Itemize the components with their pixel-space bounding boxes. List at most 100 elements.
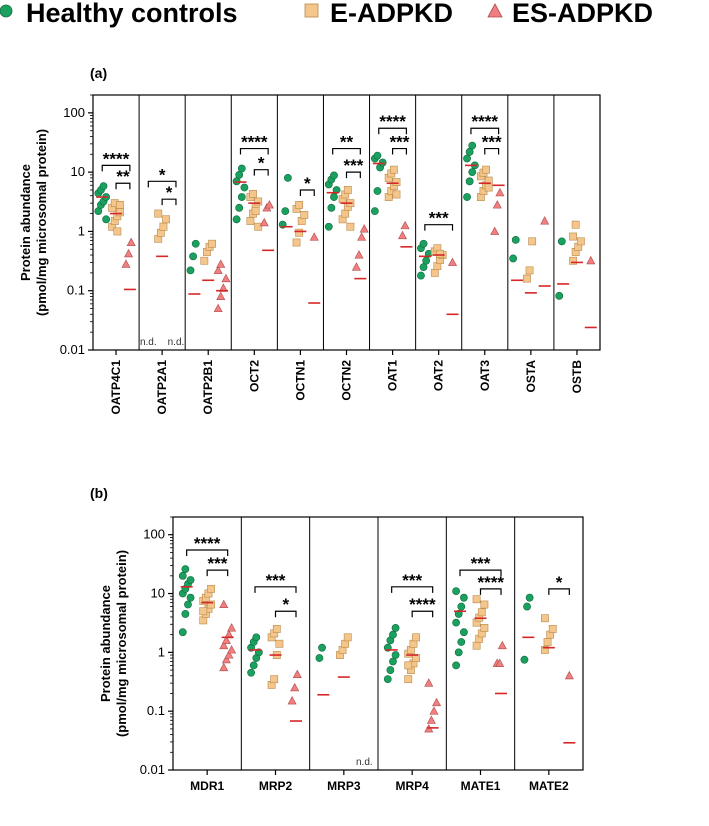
significance-label: * [282, 595, 289, 614]
e-adpkd-point [207, 584, 215, 593]
e-adpkd-point [409, 639, 418, 648]
healthy-point [419, 239, 428, 248]
healthy-point [237, 164, 246, 173]
not-detected-label: n.d. [356, 757, 373, 768]
legend-e-adpkd-marker [304, 3, 319, 18]
healthy-point [324, 222, 333, 231]
e-adpkd-point [392, 190, 401, 199]
e-adpkd-point [162, 215, 170, 224]
significance-label: *** [343, 156, 363, 175]
es-adpkd-point [448, 257, 458, 266]
healthy-point [252, 633, 261, 642]
e-adpkd-point [346, 222, 355, 231]
e-adpkd-point [295, 228, 304, 237]
significance-label: **** [478, 573, 505, 592]
es-adpkd-point [426, 715, 436, 724]
panel-b: 0.01 0.1 1 10 100 Protein abundance(pmol/mg m… [98, 516, 584, 793]
healthy-point [383, 675, 392, 684]
panel-a: 0.01 0.1 1 10 100 Protein abundance(pmol/mg m… [18, 94, 601, 415]
e-adpkd-point [569, 256, 577, 265]
x-tick-label: MDR1 [190, 779, 224, 793]
e-adpkd-point [254, 222, 263, 231]
e-adpkd-point [480, 624, 489, 632]
y-tick-label: 0.01 [60, 342, 85, 357]
es-adpkd-point [497, 640, 507, 650]
es-adpkd-point [359, 224, 369, 233]
significance-bracket [548, 588, 570, 595]
es-adpkd-point [219, 599, 229, 609]
healthy-point [457, 602, 466, 611]
significance-bracket [411, 610, 434, 618]
significance-label: *** [266, 571, 286, 590]
es-adpkd-point [432, 697, 442, 707]
x-tick-label: OSTA [524, 360, 538, 393]
es-adpkd-point [124, 248, 134, 258]
legend-es-adpkd-label: ES-ADPKD [512, 0, 653, 28]
significance-bracket [253, 169, 269, 176]
significance-bracket [345, 171, 361, 179]
e-adpkd-point [541, 646, 549, 654]
significance-bracket [484, 147, 500, 155]
e-adpkd-point [576, 237, 585, 246]
healthy-point [422, 256, 431, 265]
es-adpkd-point [357, 232, 367, 241]
es-adpkd-point [495, 187, 505, 197]
es-adpkd-point [224, 650, 234, 659]
significance-label: *** [482, 133, 502, 152]
es-adpkd-point [564, 670, 574, 680]
x-tick-label: OSTB [570, 360, 584, 394]
e-adpkd-point [430, 268, 439, 277]
e-adpkd-point [436, 249, 444, 258]
es-adpkd-point [490, 226, 500, 235]
es-adpkd-point [227, 645, 237, 654]
significance-label: * [159, 165, 166, 184]
healthy-point [181, 565, 190, 574]
e-adpkd-point [571, 220, 580, 229]
es-adpkd-point [221, 635, 231, 644]
e-adpkd-point [569, 232, 577, 241]
significance-label: **** [194, 534, 221, 553]
e-adpkd-point [116, 201, 124, 209]
e-adpkd-point [295, 201, 304, 209]
significance-label: **** [472, 112, 499, 131]
e-adpkd-point [484, 183, 493, 192]
healthy-point [184, 600, 192, 609]
y-tick-label: 100 [143, 527, 165, 542]
significance-label: **** [241, 133, 268, 152]
x-tick-label: OATP4C1 [109, 360, 123, 415]
es-adpkd-point [290, 682, 300, 692]
significance-bracket [101, 164, 131, 172]
e-adpkd-point [199, 607, 208, 616]
healthy-point [417, 271, 425, 280]
healthy-point [327, 203, 336, 212]
healthy-point [240, 183, 249, 192]
significance-bracket [470, 127, 500, 135]
significance-label: ** [340, 133, 354, 152]
y-tick-label: 10 [71, 164, 85, 179]
e-adpkd-point [525, 266, 534, 275]
significance-bracket [115, 182, 131, 190]
es-adpkd-point [495, 658, 505, 667]
significance-label: *** [402, 571, 422, 590]
e-adpkd-point [343, 186, 352, 194]
healthy-point [525, 593, 534, 602]
es-adpkd-point [121, 259, 131, 268]
e-adpkd-point [116, 208, 124, 217]
healthy-point [181, 610, 190, 618]
es-adpkd-point [216, 259, 226, 268]
healthy-point [373, 187, 382, 195]
es-adpkd-point [213, 303, 223, 313]
significance-bracket [254, 586, 297, 593]
healthy-point [247, 668, 255, 677]
healthy-point [386, 666, 395, 674]
es-adpkd-point [429, 706, 439, 715]
healthy-point [391, 624, 400, 632]
y-tick-label: 100 [63, 105, 85, 120]
e-adpkd-point [200, 256, 209, 265]
significance-bracket [391, 147, 408, 155]
significance-label: *** [471, 554, 491, 573]
significance-bracket [299, 189, 315, 196]
healthy-point [511, 235, 520, 244]
significance-bracket [378, 127, 408, 135]
